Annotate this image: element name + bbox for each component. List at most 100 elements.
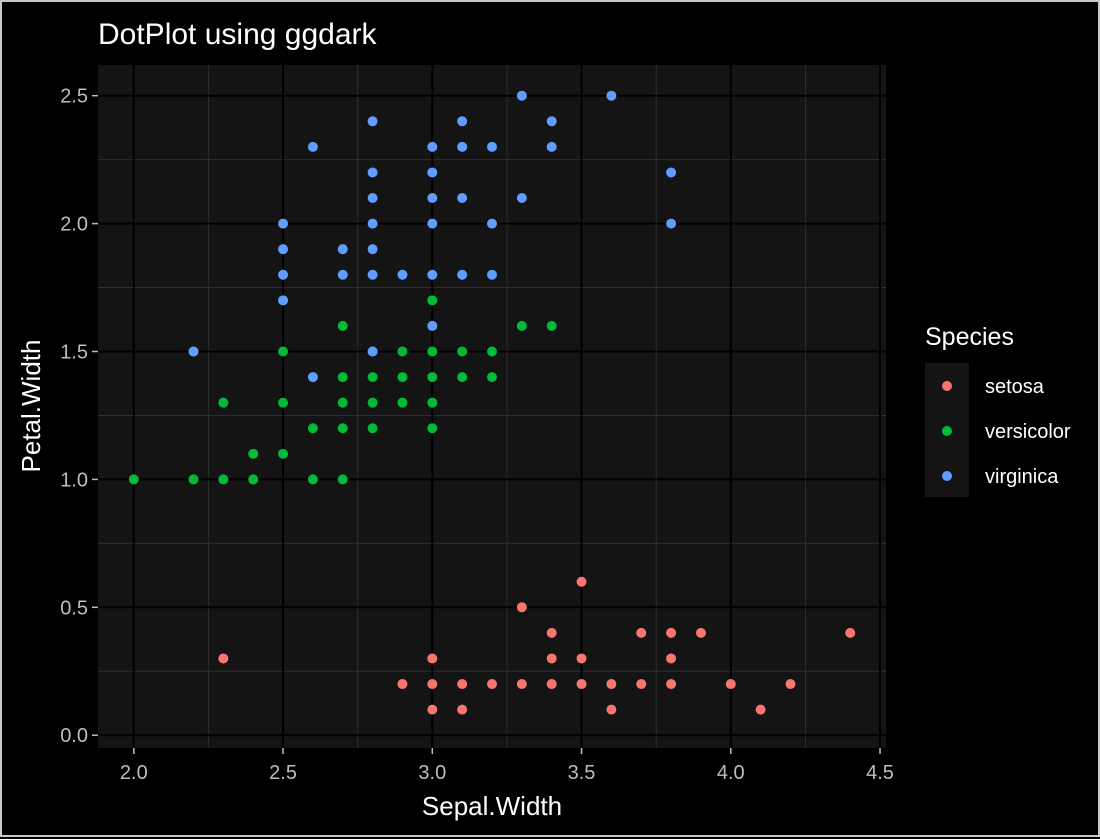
point-virginica [457,193,468,204]
point-versicolor [397,346,408,357]
point-setosa [576,679,587,690]
point-versicolor [367,372,378,383]
x-tick-label: 2.0 [120,762,148,784]
point-versicolor [397,397,408,408]
point-setosa [666,679,677,690]
point-virginica [367,167,378,178]
point-setosa [427,653,438,664]
point-virginica [367,193,378,204]
point-versicolor [397,372,408,383]
point-versicolor [307,474,318,485]
legend-title: Species [925,323,1014,351]
axis-tick-marks [92,94,881,754]
point-virginica [546,141,557,152]
point-versicolor [128,474,139,485]
point-virginica [278,269,289,280]
point-versicolor [487,372,497,383]
point-virginica [427,320,438,331]
point-versicolor [367,423,378,434]
legend-label-virginica: virginica [985,466,1059,488]
point-setosa [606,704,617,715]
point-versicolor [427,295,438,306]
y-tick-label: 1.0 [60,469,88,491]
point-setosa [218,653,229,664]
point-virginica [278,218,289,229]
point-setosa [546,627,557,638]
point-versicolor [218,474,229,485]
point-versicolor [278,397,289,408]
point-virginica [427,141,438,152]
point-versicolor [427,397,438,408]
point-versicolor [337,397,348,408]
point-versicolor [337,423,348,434]
point-virginica [666,167,677,178]
y-axis-title: Petal.Width [16,340,46,473]
point-virginica [337,244,348,255]
legend-label-versicolor: versicolor [985,421,1071,443]
legend: Species setosa versicolor virginica [925,323,1071,497]
point-versicolor [337,372,348,383]
point-virginica [666,218,677,229]
point-versicolor [337,320,348,331]
point-virginica [367,244,378,255]
y-tick-label: 2.5 [60,86,88,108]
x-tick-label: 3.0 [418,762,446,784]
point-versicolor [337,474,348,485]
minor-gridlines [98,65,886,748]
point-setosa [755,704,766,715]
point-virginica [307,141,318,152]
point-virginica [516,90,527,101]
x-tick-label: 4.5 [866,762,894,784]
y-tick-label: 0.5 [60,597,88,619]
point-virginica [457,269,468,280]
point-versicolor [367,397,378,408]
point-setosa [457,679,468,690]
point-versicolor [516,320,527,331]
point-setosa [666,653,677,664]
chart-title: DotPlot using ggdark [98,18,377,51]
point-virginica [427,269,438,280]
x-tick-label: 3.5 [568,762,596,784]
point-virginica [367,346,378,357]
point-versicolor [307,423,318,434]
point-virginica [367,218,378,229]
point-setosa [606,679,617,690]
point-virginica [487,269,497,280]
point-versicolor [457,346,468,357]
point-virginica [546,116,557,127]
point-setosa [397,679,408,690]
point-virginica [278,295,289,306]
y-tick-label: 2.0 [60,214,88,236]
point-setosa [845,627,856,638]
point-setosa [666,627,677,638]
x-tick-label: 4.0 [717,762,745,784]
point-setosa [636,679,647,690]
point-setosa [695,627,706,638]
point-virginica [427,167,438,178]
point-setosa [546,679,557,690]
point-setosa [516,602,527,613]
point-versicolor [278,448,289,459]
y-axis-tick-labels: 0.0 0.5 1.0 1.5 2.0 2.5 [60,86,88,748]
point-versicolor [427,372,438,383]
point-virginica [516,193,527,204]
legend-key-versicolor [942,426,952,436]
point-setosa [785,679,796,690]
point-setosa [516,679,527,690]
point-versicolor [248,448,259,459]
point-virginica [188,346,199,357]
x-axis-tick-labels: 2.0 2.5 3.0 3.5 4.0 4.5 [120,762,894,784]
y-tick-label: 1.5 [60,342,88,364]
point-setosa [427,679,438,690]
point-versicolor [218,397,229,408]
point-virginica [427,218,438,229]
point-versicolor [487,346,497,357]
y-tick-label: 0.0 [60,725,88,747]
point-virginica [427,193,438,204]
legend-label-setosa: setosa [985,376,1045,398]
point-setosa [427,704,438,715]
point-setosa [457,704,468,715]
x-tick-label: 2.5 [269,762,297,784]
